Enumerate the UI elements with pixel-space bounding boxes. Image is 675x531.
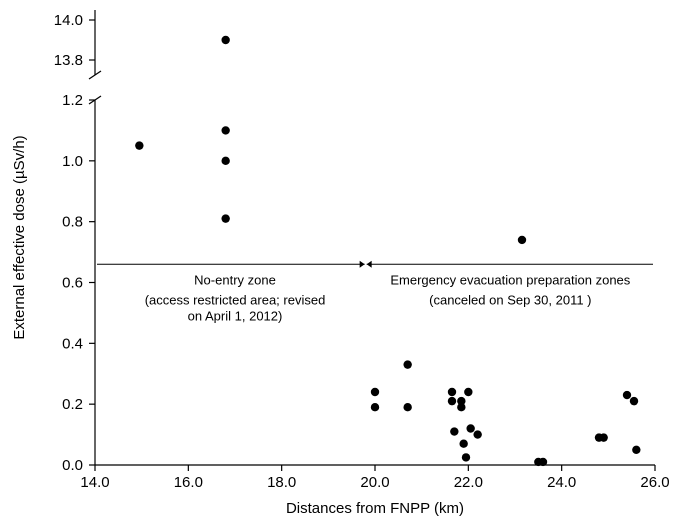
x-tick-label: 22.0 bbox=[454, 474, 483, 491]
data-point bbox=[466, 424, 474, 432]
data-point bbox=[457, 403, 465, 411]
x-axis-label: Distances from FNPP (km) bbox=[286, 500, 464, 517]
data-point bbox=[450, 427, 458, 435]
chart-background bbox=[0, 0, 675, 531]
data-point bbox=[462, 453, 470, 461]
y-tick-label: 1.2 bbox=[62, 92, 83, 109]
y-tick-label: 0.2 bbox=[62, 396, 83, 413]
data-point bbox=[632, 446, 640, 454]
data-point bbox=[448, 397, 456, 405]
x-tick-label: 26.0 bbox=[640, 474, 669, 491]
data-point bbox=[448, 388, 456, 396]
note-right-line2: (canceled on Sep 30, 2011 ) bbox=[429, 292, 591, 307]
y-tick-label: 0.6 bbox=[62, 275, 83, 292]
data-point bbox=[221, 126, 229, 134]
y-tick-label-inset: 13.8 bbox=[54, 52, 83, 69]
x-tick-label: 18.0 bbox=[267, 474, 296, 491]
scatter-chart: 14.0 16.0 18.0 20.0 22.0 24.0 26.0 0.0 0.2 0.4 0.6… bbox=[0, 0, 675, 531]
note-left-line2: (access restricted area; revised bbox=[145, 292, 326, 307]
data-point bbox=[630, 397, 638, 405]
data-point bbox=[403, 360, 411, 368]
x-tick-label: 24.0 bbox=[547, 474, 576, 491]
y-axis-label: External effective dose (µSv/h) bbox=[11, 135, 28, 339]
data-point bbox=[371, 388, 379, 396]
data-point bbox=[221, 214, 229, 222]
data-point bbox=[599, 433, 607, 441]
y-tick-label: 0.0 bbox=[62, 457, 83, 474]
data-point bbox=[403, 403, 411, 411]
x-tick-label: 20.0 bbox=[360, 474, 389, 491]
y-tick-label-inset: 14.0 bbox=[54, 12, 83, 29]
data-point bbox=[371, 403, 379, 411]
data-point bbox=[221, 157, 229, 165]
x-tick-label: 14.0 bbox=[80, 474, 109, 491]
note-left-line3: on April 1, 2012) bbox=[188, 308, 283, 323]
data-point bbox=[135, 141, 143, 149]
y-tick-label: 1.0 bbox=[62, 153, 83, 170]
data-point bbox=[459, 440, 467, 448]
data-point bbox=[518, 236, 526, 244]
y-tick-label: 0.4 bbox=[62, 335, 83, 352]
data-point bbox=[623, 391, 631, 399]
note-right-line1: Emergency evacuation preparation zones bbox=[390, 272, 630, 287]
data-point bbox=[473, 430, 481, 438]
data-point-inset bbox=[221, 36, 229, 44]
note-left-line1: No-entry zone bbox=[194, 272, 276, 287]
x-tick-label: 16.0 bbox=[174, 474, 203, 491]
data-point bbox=[464, 388, 472, 396]
y-tick-label: 0.8 bbox=[62, 214, 83, 231]
data-point bbox=[539, 458, 547, 466]
